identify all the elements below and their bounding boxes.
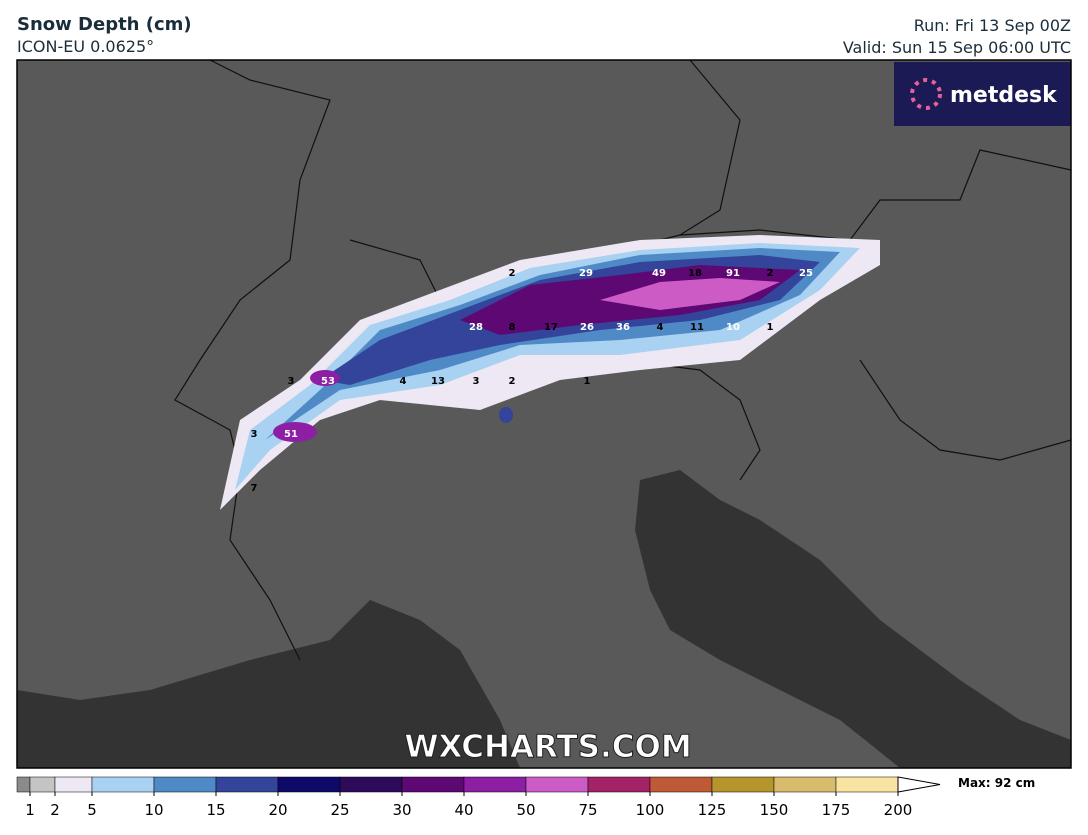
legend-tick-label: 15	[206, 801, 225, 819]
legend-swatch	[463, 776, 527, 793]
legend-tick-label: 5	[87, 801, 97, 819]
legend-swatch	[525, 776, 589, 793]
map-label: 10	[726, 322, 740, 333]
map-label: 25	[799, 268, 813, 279]
legend-tick-label: 2	[50, 801, 60, 819]
map-label: 1	[584, 376, 591, 387]
legend-tick-label: 175	[822, 801, 851, 819]
legend-swatch	[649, 776, 713, 793]
map-label: 91	[726, 268, 740, 279]
map-label: 3	[251, 429, 258, 440]
legend-swatch	[29, 776, 56, 793]
model: ICON-EU 0.0625°	[17, 37, 155, 56]
legend-tick-label: 125	[698, 801, 727, 819]
legend-swatch	[835, 776, 899, 793]
map-label: 51	[284, 429, 298, 440]
map-label: 1	[767, 322, 774, 333]
map-label: 3	[473, 376, 480, 387]
sea	[17, 600, 520, 768]
legend-swatch	[215, 776, 279, 793]
sea	[635, 470, 1071, 768]
legend-tick-label: 40	[454, 801, 473, 819]
legend-swatch	[339, 776, 403, 793]
legend-swatch	[153, 776, 217, 793]
legend-swatch	[16, 776, 31, 793]
legend-tick-label: 1	[25, 801, 35, 819]
run: Run: Fri 13 Sep 00Z	[913, 16, 1071, 35]
legend-tick-label: 75	[578, 801, 597, 819]
map-label: 4	[657, 322, 664, 333]
logo-box	[894, 62, 1071, 126]
map-label: 28	[469, 322, 483, 333]
map-label: 3	[288, 376, 295, 387]
map-label: 8	[509, 322, 516, 333]
legend-tick-label: 200	[884, 801, 913, 819]
map-label: 13	[431, 376, 445, 387]
map-label: 17	[544, 322, 558, 333]
legend-swatch	[711, 776, 775, 793]
watermark: WXCHARTS.COM	[404, 729, 691, 765]
legend-swatch	[401, 776, 465, 793]
legend-tick-label: 10	[144, 801, 163, 819]
map-label: 4	[400, 376, 407, 387]
map-label: 2	[509, 268, 516, 279]
map-frame	[16, 59, 1072, 769]
map-label: 29	[579, 268, 593, 279]
map-label: 2	[509, 376, 516, 387]
valid: Valid: Sun 15 Sep 06:00 UTC	[842, 38, 1071, 57]
logo-icon	[910, 78, 942, 110]
map-label: 11	[690, 322, 704, 333]
legend-swatch	[587, 776, 651, 793]
title: Snow Depth (cm)	[17, 14, 192, 35]
map-label: 26	[580, 322, 594, 333]
legend-swatch	[277, 776, 341, 793]
snow	[220, 235, 880, 510]
legend-tick-label: 25	[330, 801, 349, 819]
map-label: 53	[321, 376, 335, 387]
legend-swatch	[91, 776, 155, 793]
legend-swatch	[773, 776, 837, 793]
map-label: 36	[616, 322, 630, 333]
legend-swatch	[54, 776, 93, 793]
legend-arrow	[897, 776, 941, 793]
map-label: 49	[652, 268, 666, 279]
logo: metdesk	[950, 83, 1058, 108]
legend-tick-label: 20	[268, 801, 287, 819]
map-label: 2	[767, 268, 774, 279]
max-label: Max: 92 cm	[958, 776, 1035, 790]
legend-tick-label: 30	[392, 801, 411, 819]
map-label: 18	[688, 268, 702, 279]
legend-tick-label: 50	[516, 801, 535, 819]
legend-tick-label: 100	[636, 801, 665, 819]
map-label: 7	[251, 483, 258, 494]
legend-tick-label: 150	[760, 801, 789, 819]
